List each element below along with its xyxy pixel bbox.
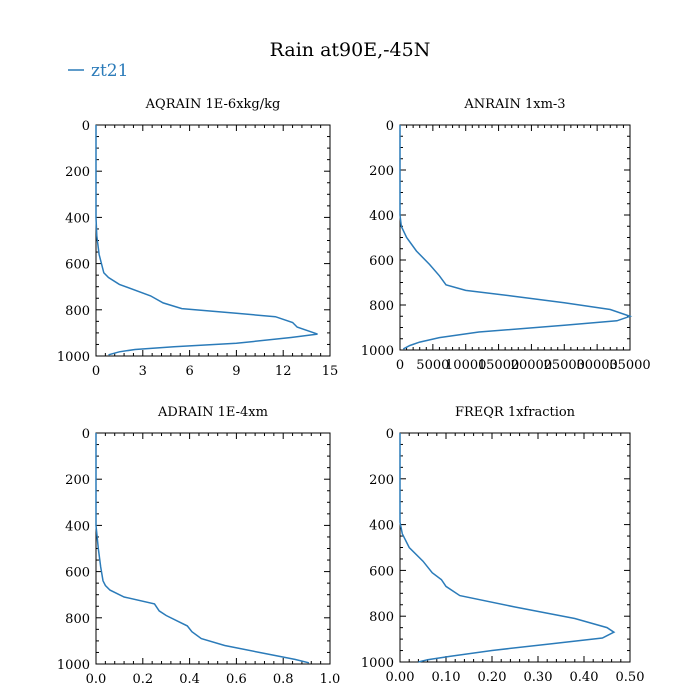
y-tick-label: 1000: [57, 658, 90, 673]
x-tick-label: 0.10: [432, 670, 461, 685]
panel-4: FREQR 1xfraction 0 200 400 600 800 10000.00 0.1…: [361, 405, 645, 685]
y-tick-label: 0: [386, 427, 394, 442]
x-tick-label: 35000: [609, 358, 650, 373]
figure-title: Rain at90E,-45N: [270, 39, 431, 61]
y-tick-label: 1000: [361, 656, 394, 671]
series-line: [95, 433, 310, 664]
x-tick-label: 0.30: [524, 670, 553, 685]
y-tick-label: 800: [369, 610, 394, 625]
series-line: [95, 125, 318, 356]
y-tick-label: 400: [65, 211, 90, 226]
x-tick-label: 20000: [511, 358, 552, 373]
y-tick-label: 0: [82, 427, 90, 442]
x-tick-label: 0.00: [386, 670, 415, 685]
y-tick-label: 200: [369, 164, 394, 179]
y-tick-label: 1000: [361, 344, 394, 359]
y-tick-label: 400: [369, 519, 394, 534]
x-tick-label: 0.50: [616, 670, 645, 685]
x-tick-label: 0.40: [570, 670, 599, 685]
y-tick-label: 600: [65, 566, 90, 581]
x-tick-label: 15000: [478, 358, 519, 373]
x-tick-label: 5000: [416, 358, 449, 373]
plot-frame: [95, 124, 331, 357]
y-tick-label: 600: [65, 258, 90, 273]
y-tick-label: 200: [369, 473, 394, 488]
x-tick-label: 25000: [544, 358, 585, 373]
x-tick-label: 0.2: [132, 672, 153, 687]
x-tick-label: 0.4: [179, 672, 200, 687]
x-tick-label: 6: [185, 364, 193, 379]
y-tick-label: 0: [386, 119, 394, 134]
y-tick-label: 400: [369, 209, 394, 224]
x-tick-label: 9: [232, 364, 240, 379]
x-tick-label: 0: [92, 364, 100, 379]
legend: zt21: [68, 61, 128, 81]
x-tick-label: 0.20: [478, 670, 507, 685]
y-tick-label: 200: [65, 165, 90, 180]
y-tick-label: 0: [82, 119, 90, 134]
plot-frame: [399, 432, 631, 663]
x-tick-label: 0.0: [86, 672, 107, 687]
panel-title: ANRAIN 1xm-3: [463, 97, 565, 112]
x-tick-label: 0.8: [273, 672, 294, 687]
x-tick-label: 0: [396, 358, 404, 373]
y-tick-label: 200: [65, 473, 90, 488]
x-tick-label: 3: [139, 364, 147, 379]
plot-frame: [399, 124, 631, 351]
y-tick-label: 600: [369, 564, 394, 579]
y-tick-label: 800: [65, 612, 90, 627]
x-tick-label: 0.6: [226, 672, 247, 687]
x-tick-label: 1.0: [320, 672, 341, 687]
y-tick-label: 600: [369, 254, 394, 269]
y-tick-label: 800: [65, 304, 90, 319]
x-tick-label: 10000: [445, 358, 486, 373]
series-line: [399, 125, 633, 350]
y-tick-label: 800: [369, 299, 394, 314]
x-tick-label: 12: [275, 364, 292, 379]
y-tick-label: 1000: [57, 350, 90, 365]
panel-3: ADRAIN 1E-4xm 0 200 400 600 800 10000.0 0.2 0.4 0…: [57, 405, 340, 687]
panel-title: ADRAIN 1E-4xm: [157, 405, 268, 420]
y-tick-label: 400: [65, 519, 90, 534]
panel-title: FREQR 1xfraction: [455, 405, 576, 420]
x-tick-label: 30000: [576, 358, 617, 373]
panel-title: AQRAIN 1E-6xkg/kg: [145, 97, 281, 112]
plot-frame: [95, 432, 331, 665]
x-tick-label: 15: [322, 364, 339, 379]
series-line: [399, 433, 616, 663]
legend-label: zt21: [91, 61, 128, 81]
